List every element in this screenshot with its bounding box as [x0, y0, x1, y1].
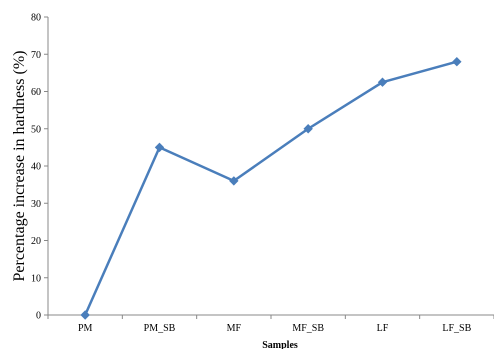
x-axis-ticks: PM PM_SB MF MF_SB LF LF_SB: [47, 315, 494, 334]
data-point-lf: [377, 77, 388, 87]
y-axis-label: Percentage increase in hardness (%): [11, 51, 28, 282]
data-series: [80, 56, 462, 320]
data-point-mf-sb: [303, 124, 313, 134]
x-axis-label: Samples: [262, 340, 298, 349]
x-tick-label: MF_SB: [292, 323, 324, 334]
x-tick-label: MF: [227, 323, 242, 334]
y-tick-label: 10: [31, 273, 41, 284]
y-tick-label: 40: [31, 162, 41, 173]
y-tick-label: 60: [31, 87, 41, 98]
y-tick-label: 80: [31, 13, 41, 24]
y-axis-ticks: 0 10 20 30 40 50 60 70 80: [31, 13, 48, 322]
series-line: [84, 60, 458, 316]
y-tick-label: 0: [36, 311, 41, 322]
y-tick-label: 20: [31, 236, 41, 247]
data-point-pm: [80, 310, 90, 320]
data-point-lf-sb: [452, 56, 462, 67]
x-tick-label: LF: [377, 323, 389, 334]
x-tick-label: LF_SB: [442, 323, 471, 334]
x-tick-label: PM: [78, 323, 93, 334]
data-point-pm-sb: [154, 142, 165, 153]
data-point-mf: [229, 176, 239, 186]
y-tick-label: 50: [31, 124, 41, 135]
x-tick-label: PM_SB: [144, 323, 176, 334]
y-tick-label: 70: [31, 50, 41, 61]
y-tick-label: 30: [31, 199, 41, 210]
